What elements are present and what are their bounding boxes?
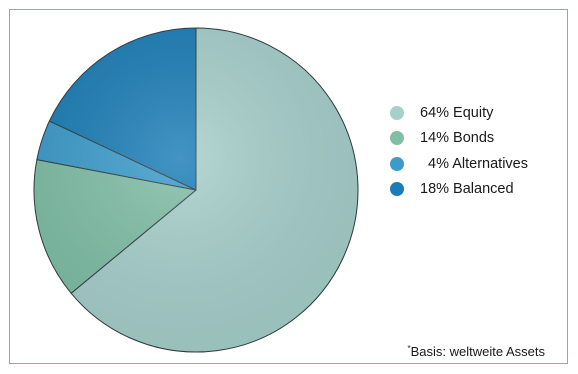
legend-swatch (390, 131, 404, 146)
legend-item: 4% Alternatives (390, 151, 528, 177)
legend-item: 64% Equity (390, 100, 528, 126)
pie-slices (33, 27, 359, 353)
legend-label: 18% Balanced (420, 181, 514, 198)
legend-swatch (390, 156, 404, 171)
legend: 64% Equity 14% Bonds 4% Alternatives 18% B… (390, 100, 528, 202)
legend-label: 4% Alternatives (420, 155, 528, 172)
legend-swatch (390, 182, 404, 197)
legend-item: 18% Balanced (390, 177, 528, 203)
legend-swatch (390, 105, 404, 120)
footnote-text: Basis: weltweite Assets (410, 344, 545, 359)
legend-item: 14% Bonds (390, 126, 528, 152)
chart-frame: 64% Equity 14% Bonds 4% Alternatives 18% B… (9, 9, 568, 364)
legend-label: 64% Equity (420, 104, 494, 121)
footnote-marker: * (407, 344, 411, 353)
footnote: *Basis: weltweite Assets (407, 344, 545, 359)
legend-label: 14% Bonds (420, 130, 495, 147)
